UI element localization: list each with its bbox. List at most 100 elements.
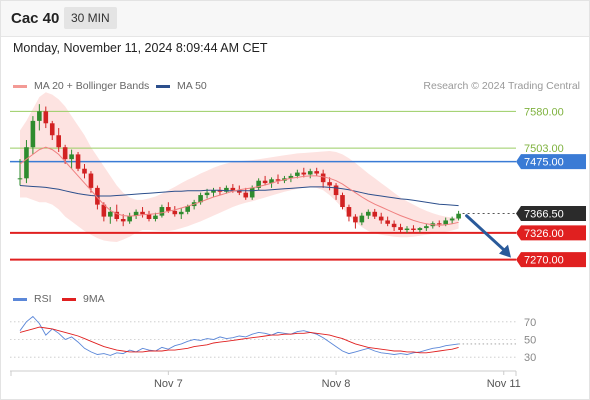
level-label-text: 7475.00 (524, 157, 564, 169)
legend-bollinger: MA 20 + Bollinger Bands (13, 80, 149, 92)
candle (275, 174, 281, 185)
candle (456, 210, 461, 221)
candle (88, 171, 94, 193)
candle-body (88, 173, 94, 188)
level-label-text: 7503.00 (524, 143, 564, 155)
candle-body (153, 215, 158, 219)
candle (301, 167, 307, 178)
ma50-legend-label: MA 50 (177, 80, 207, 92)
candle (314, 167, 319, 176)
candle (224, 185, 229, 194)
candle-body (346, 207, 352, 217)
candle (62, 144, 68, 164)
candle (101, 202, 107, 222)
candle-body (75, 154, 81, 169)
candle (359, 212, 365, 226)
candle-body (62, 147, 68, 160)
candle (346, 204, 352, 222)
candle (353, 214, 358, 229)
timeframe-button[interactable]: 30 MIN (64, 7, 117, 29)
candle (49, 120, 55, 141)
candle (120, 214, 126, 227)
candle-body (449, 218, 455, 221)
forecast-arrow-shaft (465, 214, 509, 255)
level-label-text: 7366.50 (524, 208, 564, 220)
candle-body (340, 195, 345, 208)
legend-rsi-ma: 9MA (62, 293, 105, 305)
candle-body (159, 207, 165, 216)
candle-body (443, 220, 448, 225)
candle-body (391, 223, 397, 228)
candle-body (275, 179, 281, 181)
candle (417, 227, 423, 233)
candle-body (69, 154, 74, 160)
level-label-7270.00: 7270.00 (516, 252, 586, 268)
candle-body (307, 171, 313, 175)
candle-body (101, 204, 107, 217)
candle-body (359, 215, 365, 223)
rsi-tick-label: 50 (524, 335, 536, 347)
candle (146, 210, 152, 222)
candlestick-series (17, 104, 461, 233)
candle (398, 223, 403, 233)
ma50-swatch (156, 84, 170, 88)
candle-body (327, 182, 332, 186)
candle (391, 220, 397, 231)
candle-body (417, 228, 423, 231)
level-label-7366.50: 7366.50 (516, 205, 586, 221)
candle (153, 212, 158, 222)
candle-body (146, 214, 152, 219)
candle (211, 187, 216, 197)
candle (82, 163, 87, 179)
candle-body (320, 173, 326, 183)
candle (333, 183, 339, 200)
candle-body (411, 228, 416, 231)
ma20-line (19, 146, 459, 226)
candle-body (269, 179, 274, 184)
candle (69, 149, 74, 169)
candle-body (30, 120, 36, 148)
rsi-ma-legend-label: 9MA (83, 293, 105, 305)
candle (43, 106, 49, 129)
candle-body (133, 211, 139, 216)
level-label-text: 7580.00 (524, 106, 564, 118)
candle (385, 216, 390, 227)
candle-body (127, 215, 132, 222)
candle-body (243, 192, 249, 198)
candle-body (353, 216, 358, 223)
candle (159, 204, 165, 218)
candle-body (230, 187, 236, 191)
chart-datetime: Monday, November 11, 2024 8:09:44 AM CET (13, 41, 268, 55)
research-credit: Research © 2024 Trading Central (423, 80, 580, 92)
rsi-tick-label: 70 (524, 317, 536, 329)
level-label-7326.00: 7326.00 (516, 225, 586, 241)
ma50-line (19, 185, 459, 207)
candle-body (185, 206, 190, 212)
candle (178, 207, 184, 219)
candle-body (295, 172, 300, 176)
candle (327, 177, 332, 191)
candle-body (333, 185, 339, 196)
candle-body (24, 147, 29, 179)
candle (140, 207, 145, 218)
candle-body (178, 211, 184, 215)
time-axis-label: Nov 11 (487, 378, 521, 390)
level-label-tag (516, 252, 586, 268)
rsi-line (19, 315, 459, 356)
candle-body (385, 220, 390, 224)
rsi-swatch (13, 297, 27, 301)
candle-body (108, 211, 113, 217)
candle (30, 116, 36, 155)
candle (172, 206, 178, 217)
candle (24, 140, 29, 184)
candle-body (43, 111, 49, 124)
bollinger-swatch (13, 84, 27, 88)
candle (217, 186, 223, 196)
rsi-legend-label: RSI (34, 293, 52, 305)
forecast-arrow-head (499, 244, 511, 258)
candle (114, 204, 120, 222)
candle (262, 175, 268, 186)
rsi-ma-swatch (62, 297, 76, 301)
time-axis-label: Nov 8 (322, 378, 351, 390)
